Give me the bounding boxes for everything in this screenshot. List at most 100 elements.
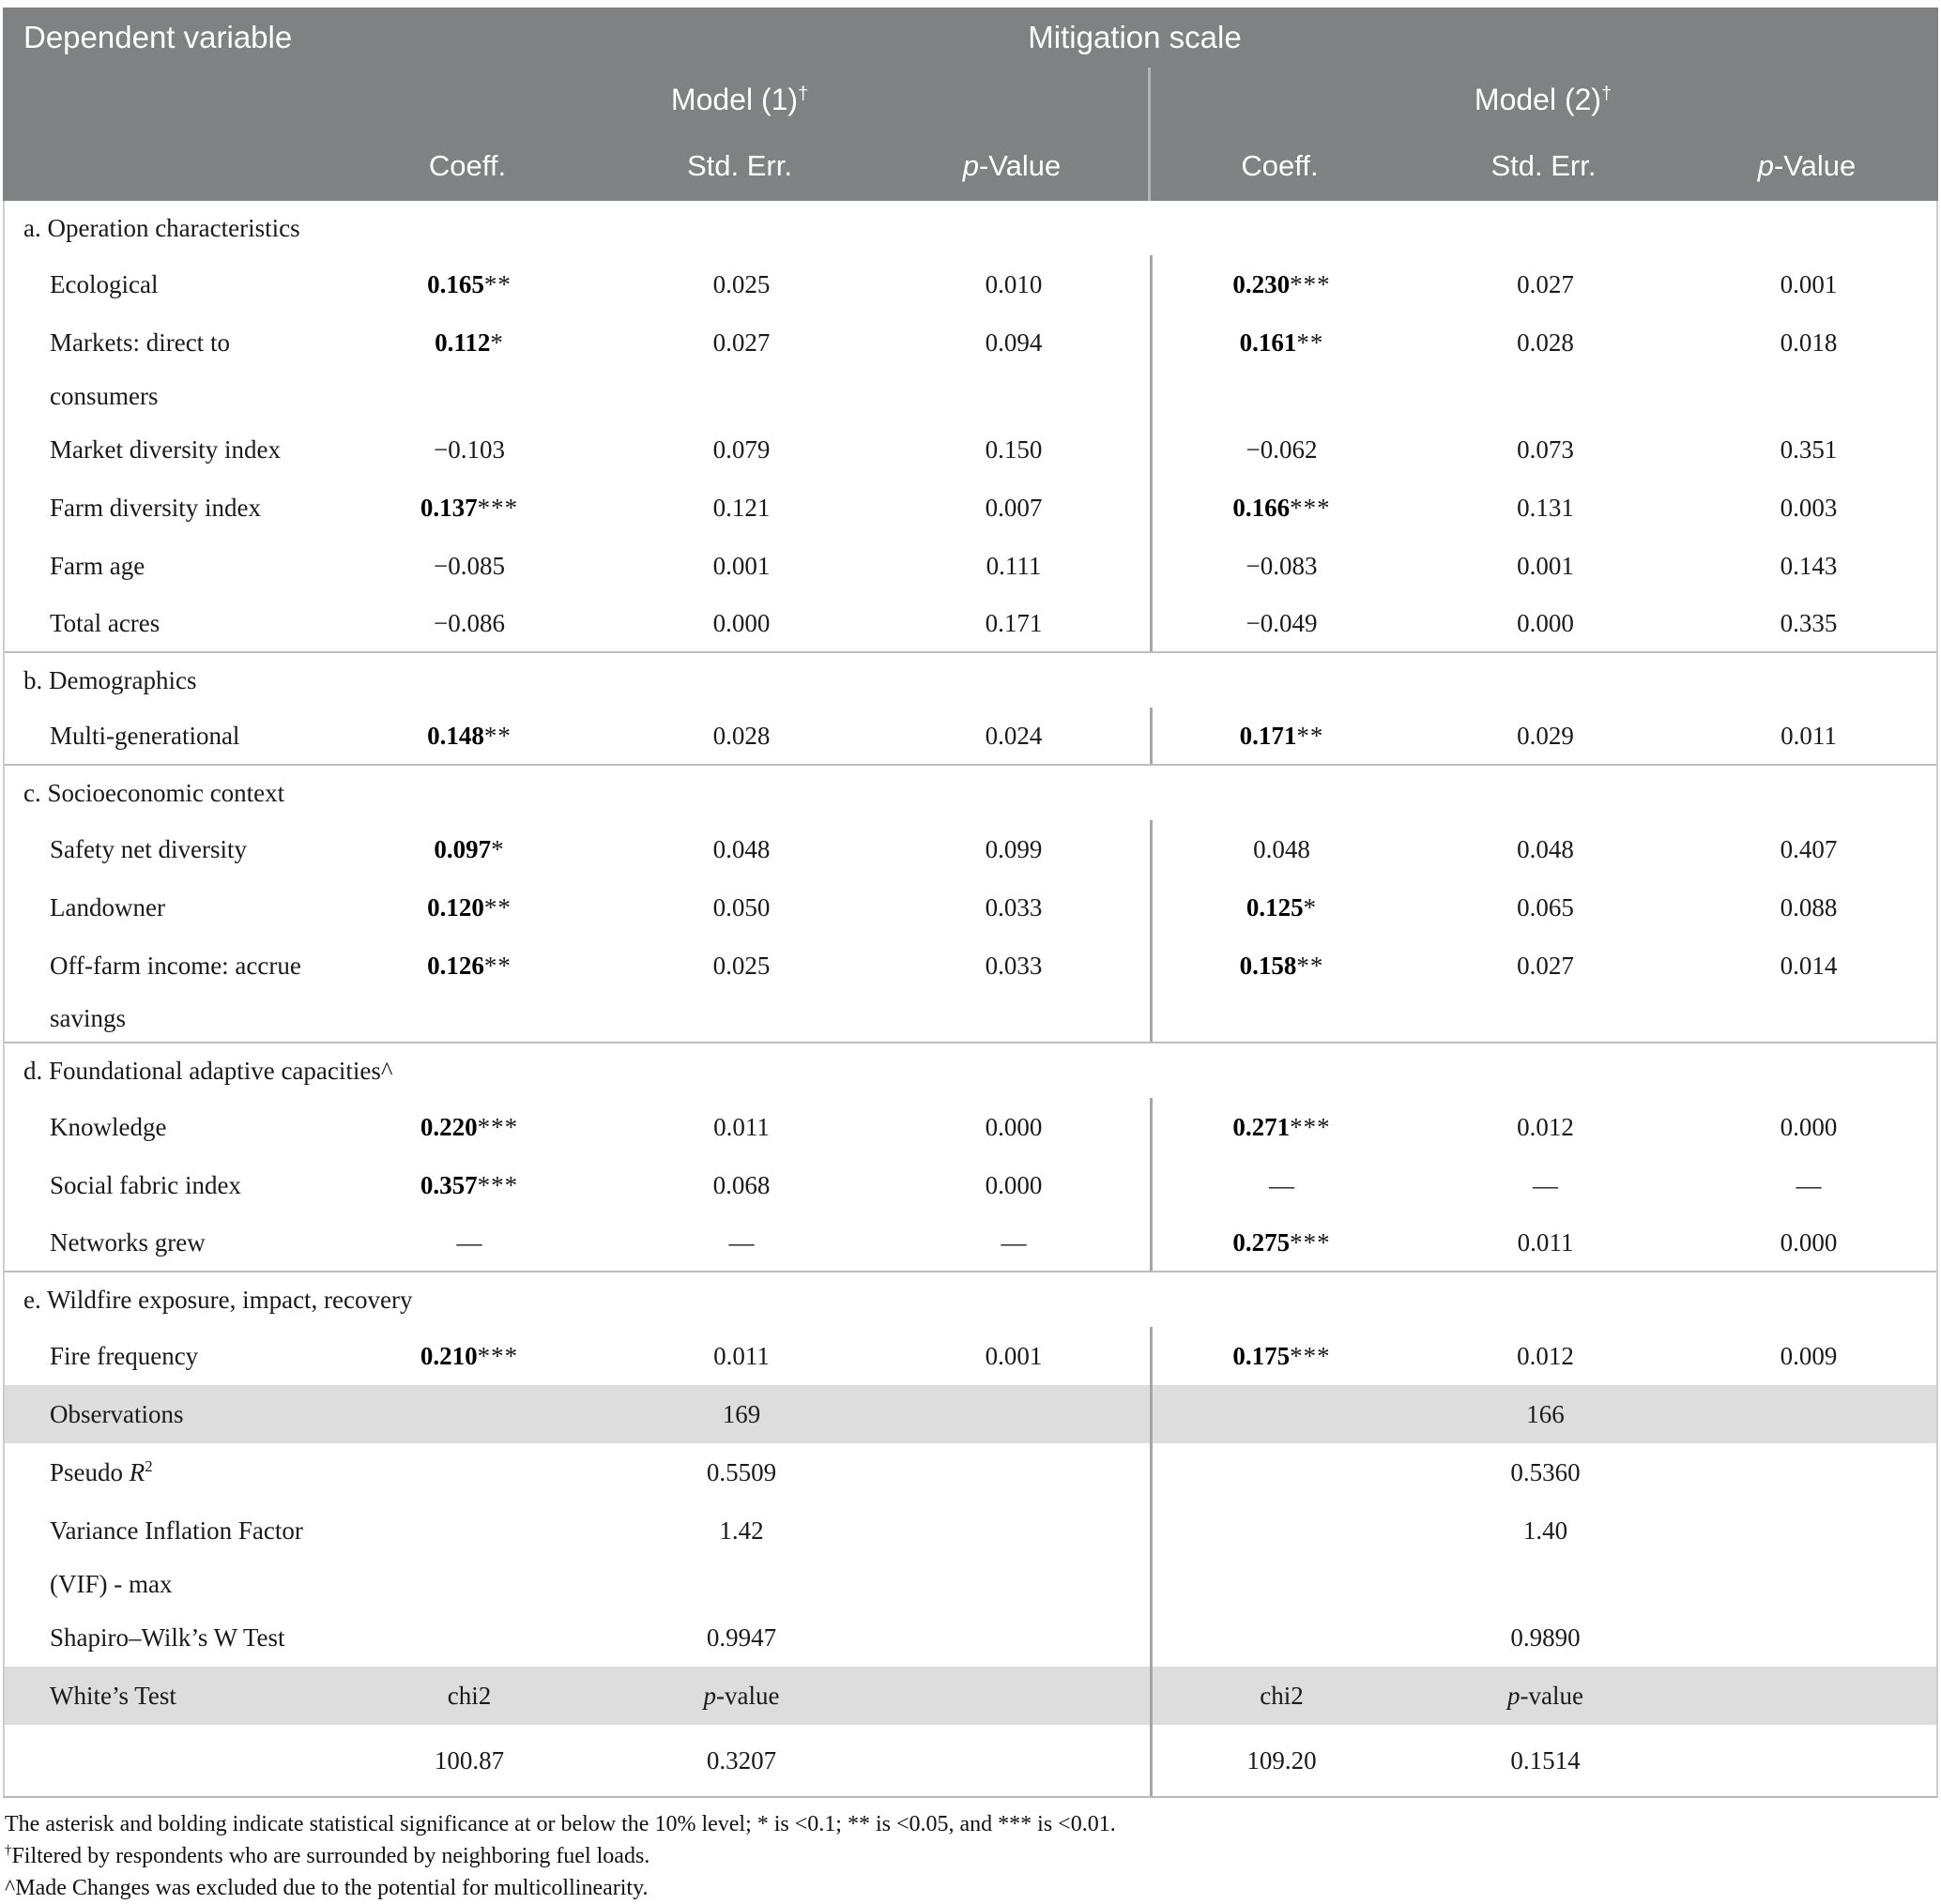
value-cell: 0.357*** <box>420 1170 519 1199</box>
section-label: a. Operation characteristics <box>23 213 300 242</box>
value-cell: 0.3207 <box>706 1745 777 1775</box>
value-cell: 0.271*** <box>1232 1112 1331 1141</box>
value-cell: −0.049 <box>1246 608 1318 637</box>
table-row: Total acres −0.086 0.000 0.171 −0.049 0.000 0.… <box>5 595 1936 653</box>
row-label: Safety net diversity <box>50 834 247 863</box>
table-header: Dependent variable Mitigation scale Mode… <box>3 8 1938 201</box>
value-cell: 0.011 <box>713 1341 770 1370</box>
value-cell: 0.150 <box>985 434 1043 464</box>
section-label: d. Foundational adaptive capacities^ <box>23 1056 393 1085</box>
table-row: (VIF) - max <box>5 1560 1936 1608</box>
value-cell: 0.5360 <box>1510 1457 1581 1486</box>
value-cell: 0.073 <box>1517 434 1574 464</box>
value-cell: 0.097* <box>434 834 505 863</box>
table-row: Safety net diversity 0.097* 0.048 0.099 0.04… <box>5 820 1936 878</box>
col-header-m1-p-value: p-Value <box>962 149 1062 182</box>
table-row: Ecological 0.165** 0.025 0.010 0.230*** 0.027… <box>5 255 1936 313</box>
row-label: Observations <box>50 1399 184 1428</box>
value-cell: 0.275*** <box>1232 1227 1331 1257</box>
value-cell: 0.048 <box>712 834 771 863</box>
table-row: Farm age −0.085 0.001 0.111 −0.083 0.001 0.143 <box>5 537 1936 595</box>
value-cell: 0.175*** <box>1232 1341 1331 1370</box>
row-label: Networks grew <box>50 1227 206 1257</box>
footnote: ^Made Changes was excluded due to the po… <box>5 1876 649 1900</box>
section-header-row: d. Foundational adaptive capacities^ <box>5 1043 1936 1098</box>
value-cell: 0.351 <box>1780 434 1838 464</box>
value-cell: 0.112* <box>435 327 504 357</box>
value-cell: 0.025 <box>712 269 771 298</box>
section-header-row: b. Demographics <box>5 653 1936 708</box>
value-cell: 0.126** <box>427 951 512 980</box>
table-row: Market diversity index −0.103 0.079 0.150 −0… <box>5 420 1936 479</box>
table-row: savings <box>5 995 1936 1043</box>
section-header-row: a. Operation characteristics <box>5 201 1936 255</box>
value-cell: 0.028 <box>1517 327 1574 357</box>
value-cell: 0.003 <box>1780 493 1838 522</box>
table-row: Shapiro–Wilk’s W Test 0.9947 0.9890 <box>5 1608 1936 1667</box>
table-row: Observations 169 166 <box>5 1385 1936 1443</box>
value-cell: 0.220*** <box>420 1112 519 1141</box>
value-cell: 0.171** <box>1239 721 1324 750</box>
header-row-titles: Dependent variable Mitigation scale <box>3 8 1938 68</box>
value-cell: 0.068 <box>712 1170 771 1199</box>
value-cell: 100.87 <box>434 1745 505 1775</box>
value-cell: −0.085 <box>434 551 505 580</box>
value-cell: 0.024 <box>985 721 1043 750</box>
col-header-m1-coeff: Coeff. <box>428 149 507 182</box>
value-cell: 0.000 <box>1780 1227 1838 1257</box>
value-cell: — <box>1796 1170 1822 1199</box>
value-cell: 0.131 <box>1517 493 1574 522</box>
value-cell: 0.165** <box>427 269 512 298</box>
value-cell: — <box>1269 1170 1294 1199</box>
mitigation-scale-header: Mitigation scale <box>1028 20 1242 54</box>
table-row: Farm diversity index 0.137*** 0.121 0.007 0.… <box>5 479 1936 537</box>
value-cell: 0.137*** <box>420 493 519 522</box>
value-cell: 0.210*** <box>420 1341 519 1370</box>
model-2-header: Model (2)† <box>1474 82 1612 116</box>
value-cell: 0.9890 <box>1510 1622 1581 1652</box>
value-cell: — <box>1533 1170 1558 1199</box>
row-label: Off-farm income: accrue <box>50 951 301 980</box>
value-cell: — <box>1001 1227 1027 1257</box>
col-header-m2-std-err: Std. Err. <box>1490 149 1597 182</box>
value-cell: 0.027 <box>1517 269 1574 298</box>
value-cell: chi2 <box>447 1681 492 1710</box>
section-label: c. Socioeconomic context <box>23 778 285 807</box>
value-cell: 0.171 <box>985 608 1043 637</box>
value-cell: 0.000 <box>712 608 771 637</box>
value-cell: 0.001 <box>985 1341 1043 1370</box>
row-label: Variance Inflation Factor <box>50 1516 303 1545</box>
table-row: White’s Test chi2 p-value chi2 p-value <box>5 1667 1936 1725</box>
footnote: The asterisk and bolding indicate statis… <box>5 1812 1116 1836</box>
value-cell: 0.166*** <box>1232 493 1331 522</box>
value-cell: 1.40 <box>1522 1516 1568 1545</box>
section-label: b. Demographics <box>23 665 197 694</box>
row-label: consumers <box>50 381 159 410</box>
footnote: †Filtered by respondents who are surroun… <box>5 1843 650 1868</box>
value-cell: −0.103 <box>434 434 505 464</box>
value-cell: 0.012 <box>1517 1112 1574 1141</box>
value-cell: 0.027 <box>1517 951 1574 980</box>
table-row: 100.87 0.3207 109.20 0.1514 <box>5 1725 1936 1796</box>
value-cell: 1.42 <box>719 1516 764 1545</box>
table-row: consumers <box>5 372 1936 420</box>
row-label: Fire frequency <box>50 1341 199 1370</box>
row-label: Pseudo R2 <box>50 1456 153 1486</box>
table-row: Fire frequency 0.210*** 0.011 0.001 0.175***… <box>5 1327 1936 1385</box>
section-header-row: c. Socioeconomic context <box>5 766 1936 820</box>
value-cell: 0.000 <box>1517 608 1574 637</box>
table-row: Variance Inflation Factor 1.42 1.40 <box>5 1501 1936 1560</box>
row-label: Multi-generational <box>50 721 240 750</box>
value-cell: 0.000 <box>1780 1112 1838 1141</box>
row-label: Knowledge <box>50 1112 167 1141</box>
row-label: Social fabric index <box>50 1170 241 1199</box>
table-body: a. Operation characteristics Ecological 0.… <box>3 201 1938 1798</box>
value-cell: −0.083 <box>1246 551 1318 580</box>
row-label: White’s Test <box>50 1681 176 1710</box>
value-cell: chi2 <box>1260 1681 1304 1710</box>
value-cell: 0.018 <box>1780 327 1838 357</box>
row-label: Market diversity index <box>50 434 281 464</box>
value-cell: 0.011 <box>1517 1227 1574 1257</box>
row-label: savings <box>50 1003 126 1032</box>
